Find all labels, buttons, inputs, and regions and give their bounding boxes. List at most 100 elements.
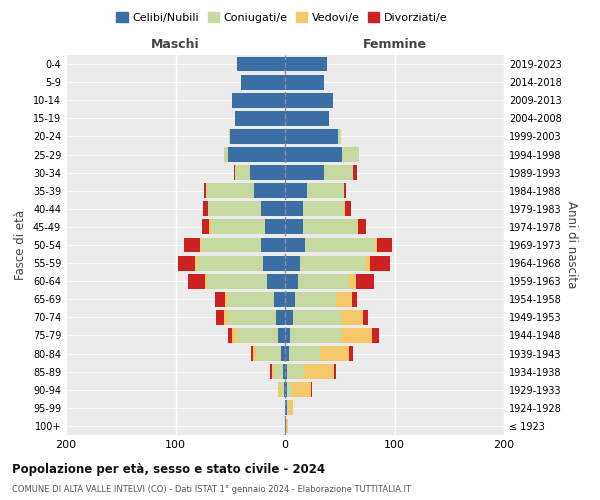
- Bar: [202, 220, 209, 234]
- Text: Maschi: Maschi: [151, 38, 200, 52]
- Bar: [325, 165, 353, 180]
- Bar: [274, 292, 285, 306]
- Bar: [232, 328, 237, 343]
- Bar: [285, 418, 286, 434]
- Bar: [285, 93, 333, 108]
- Bar: [229, 129, 230, 144]
- Bar: [341, 328, 371, 343]
- Bar: [285, 238, 305, 252]
- Bar: [207, 274, 268, 288]
- Bar: [254, 184, 285, 198]
- Bar: [304, 364, 334, 379]
- Bar: [334, 364, 337, 379]
- Bar: [235, 111, 285, 126]
- Bar: [211, 220, 265, 234]
- Bar: [287, 400, 288, 415]
- Bar: [353, 165, 357, 180]
- Bar: [366, 256, 370, 270]
- Bar: [285, 202, 302, 216]
- Bar: [228, 292, 274, 306]
- Bar: [250, 165, 285, 180]
- Legend: Celibi/Nubili, Coniugati/e, Vedovi/e, Divorziati/e: Celibi/Nubili, Coniugati/e, Vedovi/e, Di…: [112, 8, 452, 28]
- Bar: [228, 328, 232, 343]
- Bar: [356, 274, 374, 288]
- Bar: [233, 165, 235, 180]
- Bar: [257, 346, 281, 361]
- Bar: [371, 328, 379, 343]
- Bar: [261, 238, 285, 252]
- Bar: [357, 220, 358, 234]
- Bar: [285, 129, 338, 144]
- Bar: [285, 111, 329, 126]
- Bar: [285, 346, 289, 361]
- Bar: [278, 382, 281, 397]
- Bar: [285, 310, 293, 325]
- Bar: [358, 220, 366, 234]
- Bar: [285, 56, 326, 72]
- Bar: [184, 238, 200, 252]
- Bar: [285, 184, 307, 198]
- Bar: [377, 238, 392, 252]
- Bar: [237, 328, 278, 343]
- Bar: [285, 165, 325, 180]
- Y-axis label: Fasce di età: Fasce di età: [14, 210, 27, 280]
- Bar: [302, 202, 344, 216]
- Bar: [205, 274, 207, 288]
- Bar: [203, 202, 208, 216]
- Bar: [241, 74, 285, 90]
- Text: COMUNE DI ALTA VALLE INTELVI (CO) - Dati ISTAT 1° gennaio 2024 - Elaborazione TU: COMUNE DI ALTA VALLE INTELVI (CO) - Dati…: [12, 485, 411, 494]
- Bar: [292, 382, 311, 397]
- Bar: [287, 382, 292, 397]
- Bar: [290, 328, 341, 343]
- Text: Popolazione per età, sesso e stato civile - 2024: Popolazione per età, sesso e stato civil…: [12, 462, 325, 475]
- Bar: [298, 274, 349, 288]
- Bar: [349, 274, 356, 288]
- Bar: [285, 328, 290, 343]
- Bar: [281, 382, 284, 397]
- Bar: [287, 364, 304, 379]
- Bar: [200, 238, 261, 252]
- Bar: [320, 346, 349, 361]
- Bar: [209, 220, 211, 234]
- Bar: [281, 346, 285, 361]
- Bar: [301, 256, 366, 270]
- Bar: [188, 274, 205, 288]
- Bar: [289, 346, 320, 361]
- Text: Femmine: Femmine: [362, 38, 427, 52]
- Bar: [344, 202, 345, 216]
- Bar: [278, 328, 285, 343]
- Y-axis label: Anni di nascita: Anni di nascita: [565, 202, 578, 288]
- Bar: [285, 400, 287, 415]
- Bar: [216, 310, 224, 325]
- Bar: [285, 256, 301, 270]
- Bar: [302, 220, 357, 234]
- Bar: [224, 147, 228, 162]
- Bar: [285, 147, 342, 162]
- Bar: [293, 310, 341, 325]
- Bar: [285, 364, 287, 379]
- Bar: [265, 220, 285, 234]
- Bar: [370, 256, 390, 270]
- Bar: [345, 202, 351, 216]
- Bar: [272, 364, 274, 379]
- Bar: [288, 400, 293, 415]
- Bar: [349, 346, 353, 361]
- Bar: [285, 274, 298, 288]
- Bar: [204, 184, 206, 198]
- Bar: [285, 292, 295, 306]
- Bar: [285, 382, 287, 397]
- Bar: [307, 184, 344, 198]
- Bar: [311, 382, 313, 397]
- Bar: [224, 310, 228, 325]
- Bar: [263, 256, 285, 270]
- Bar: [285, 220, 302, 234]
- Bar: [375, 238, 377, 252]
- Bar: [215, 292, 225, 306]
- Bar: [228, 147, 285, 162]
- Bar: [230, 129, 285, 144]
- Bar: [274, 364, 283, 379]
- Bar: [178, 256, 195, 270]
- Bar: [251, 346, 253, 361]
- Bar: [268, 274, 285, 288]
- Bar: [344, 184, 346, 198]
